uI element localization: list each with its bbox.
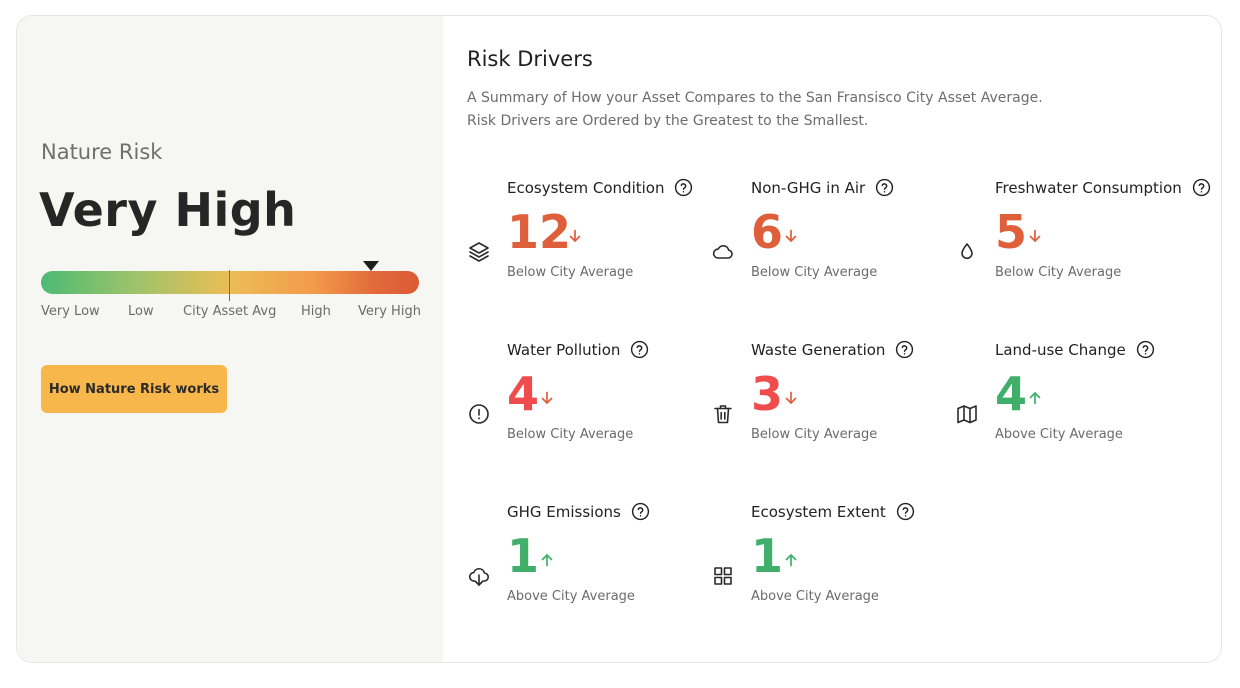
driver-card-non-ghg-in-air: Non-GHG in Air 6 Below City Average: [711, 178, 955, 308]
grid-icon: [711, 564, 735, 588]
driver-comparison: Above City Average: [751, 589, 879, 604]
alert-circle-icon: [467, 402, 491, 426]
trash-icon: [711, 402, 735, 426]
driver-name-text: Water Pollution: [507, 340, 621, 359]
risk-drivers-title: Risk Drivers: [467, 47, 593, 71]
driver-name: Non-GHG in Air: [751, 178, 894, 197]
layers-icon: [467, 240, 491, 264]
gauge-label-low: Low: [128, 304, 154, 319]
arrow-down-icon: [567, 228, 583, 244]
arrow-down-icon: [1027, 228, 1043, 244]
driver-card-ecosystem-extent: Ecosystem Extent 1 Above City Average: [711, 502, 955, 632]
driver-card-freshwater-consumption: Freshwater Consumption 5 Below City Aver…: [955, 178, 1210, 308]
arrow-up-icon: [783, 552, 799, 568]
nature-risk-label: Nature Risk: [41, 140, 163, 164]
how-nature-risk-works-button[interactable]: How Nature Risk works: [41, 365, 227, 413]
gauge-label-high: High: [301, 304, 331, 319]
driver-card-ecosystem-condition: Ecosystem Condition 12 Below City Averag…: [467, 178, 711, 308]
driver-card-ghg-emissions: GHG Emissions 1 Above City Average: [467, 502, 711, 632]
driver-name-text: Non-GHG in Air: [751, 178, 866, 197]
nature-risk-card: Nature Risk Very High Very Low Low City …: [16, 15, 1222, 663]
help-circle-icon[interactable]: [895, 340, 914, 359]
arrow-up-icon: [539, 552, 555, 568]
arrow-down-icon: [783, 390, 799, 406]
help-circle-icon[interactable]: [896, 502, 915, 521]
driver-value: 12: [507, 205, 572, 259]
risk-level-value: Very High: [39, 183, 297, 237]
driver-value: 3: [751, 367, 784, 421]
driver-comparison: Above City Average: [507, 589, 635, 604]
driver-name-text: Waste Generation: [751, 340, 886, 359]
risk-pointer-icon: [363, 261, 379, 271]
driver-card-land-use-change: Land-use Change 4 Above City Average: [955, 340, 1199, 470]
driver-value: 1: [507, 529, 540, 583]
arrow-up-icon: [1027, 390, 1043, 406]
risk-drivers-subtitle: A Summary of How your Asset Compares to …: [467, 87, 1043, 133]
arrow-down-icon: [539, 390, 555, 406]
driver-value: 4: [507, 367, 540, 421]
driver-name: Ecosystem Condition: [507, 178, 693, 197]
driver-name: Waste Generation: [751, 340, 914, 359]
driver-comparison: Below City Average: [751, 427, 878, 442]
driver-name: GHG Emissions: [507, 502, 650, 521]
driver-value: 5: [995, 205, 1028, 259]
driver-card-water-pollution: Water Pollution 4 Below City Average: [467, 340, 711, 470]
map-icon: [955, 402, 979, 426]
help-circle-icon[interactable]: [674, 178, 693, 197]
driver-card-waste-generation: Waste Generation 3 Below City Average: [711, 340, 955, 470]
driver-comparison: Above City Average: [995, 427, 1123, 442]
driver-name-text: Ecosystem Condition: [507, 178, 665, 197]
help-circle-icon[interactable]: [875, 178, 894, 197]
driver-name: Land-use Change: [995, 340, 1155, 359]
droplet-icon: [955, 240, 979, 264]
help-circle-icon[interactable]: [631, 502, 650, 521]
driver-comparison: Below City Average: [751, 265, 878, 280]
subtitle-line-1: A Summary of How your Asset Compares to …: [467, 90, 1043, 106]
cloud-download-icon: [467, 564, 491, 588]
driver-comparison: Below City Average: [507, 427, 634, 442]
driver-value: 1: [751, 529, 784, 583]
driver-name-text: GHG Emissions: [507, 502, 621, 521]
gauge-label-city-asset-avg: City Asset Avg: [183, 304, 277, 319]
risk-gauge-bar: [41, 271, 419, 294]
gauge-label-very-low: Very Low: [41, 304, 100, 319]
arrow-down-icon: [783, 228, 799, 244]
driver-comparison: Below City Average: [507, 265, 634, 280]
driver-name-text: Ecosystem Extent: [751, 502, 886, 521]
risk-summary-panel: Nature Risk Very High Very Low Low City …: [17, 16, 443, 662]
gauge-label-very-high: Very High: [358, 304, 421, 319]
driver-name-text: Freshwater Consumption: [995, 178, 1182, 197]
driver-name: Ecosystem Extent: [751, 502, 915, 521]
driver-value: 6: [751, 205, 784, 259]
driver-name: Water Pollution: [507, 340, 649, 359]
city-average-marker: [229, 270, 230, 301]
help-circle-icon[interactable]: [1192, 178, 1211, 197]
help-circle-icon[interactable]: [630, 340, 649, 359]
driver-name: Freshwater Consumption: [995, 178, 1211, 197]
driver-comparison: Below City Average: [995, 265, 1122, 280]
risk-drivers-panel: Risk Drivers A Summary of How your Asset…: [443, 16, 1221, 662]
driver-value: 4: [995, 367, 1028, 421]
help-circle-icon[interactable]: [1136, 340, 1155, 359]
cloud-icon: [711, 240, 735, 264]
subtitle-line-2: Risk Drivers are Ordered by the Greatest…: [467, 113, 869, 129]
driver-name-text: Land-use Change: [995, 340, 1126, 359]
